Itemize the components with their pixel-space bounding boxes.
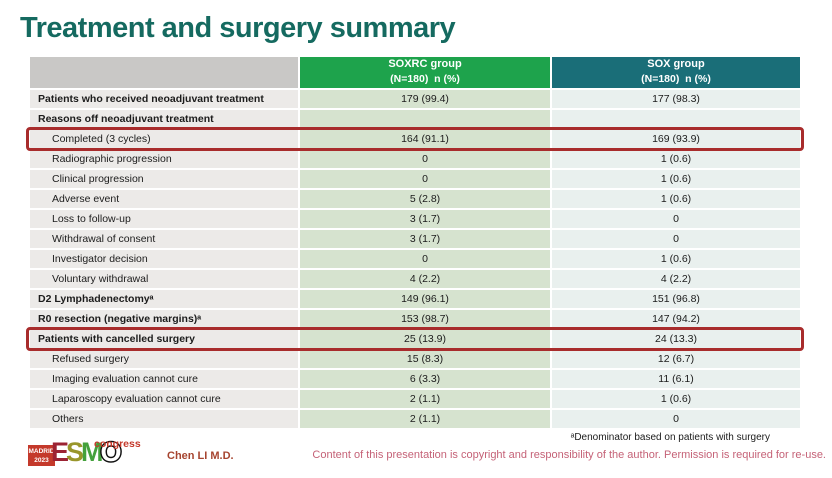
table-header-row: SOXRC group (N=180) n (%) SOX group (N=1… — [30, 57, 800, 88]
soxrc-value: 5 (2.8) — [300, 190, 550, 208]
table-row: Radiographic progression 0 1 (0.6) — [30, 150, 800, 168]
table-row: Loss to follow-up 3 (1.7) 0 — [30, 210, 800, 228]
sox-value: 147 (94.2) — [552, 310, 800, 328]
soxrc-value: 2 (1.1) — [300, 410, 550, 428]
soxrc-value: 3 (1.7) — [300, 210, 550, 228]
logo-letter-s: S — [66, 437, 84, 467]
table-row: Withdrawal of consent 3 (1.7) 0 — [30, 230, 800, 248]
row-label: Clinical progression — [30, 170, 298, 188]
row-label: Radiographic progression — [30, 150, 298, 168]
row-label: Others — [30, 410, 298, 428]
soxrc-group-subtitle: (N=180) n (%) — [390, 73, 460, 85]
row-label: Loss to follow-up — [30, 210, 298, 228]
table-row: Refused surgery 15 (8.3) 12 (6.7) — [30, 350, 800, 368]
soxrc-group-title: SOXRC group — [388, 58, 462, 70]
table-row: Completed (3 cycles) 164 (91.1) 169 (93.9) — [30, 130, 800, 148]
sox-value: 169 (93.9) — [552, 130, 800, 148]
sox-value: 4 (2.2) — [552, 270, 800, 288]
soxrc-value: 3 (1.7) — [300, 230, 550, 248]
sox-value: 12 (6.7) — [552, 350, 800, 368]
soxrc-value: 153 (98.7) — [300, 310, 550, 328]
soxrc-value: 164 (91.1) — [300, 130, 550, 148]
soxrc-value: 2 (1.1) — [300, 390, 550, 408]
sox-value: 1 (0.6) — [552, 170, 800, 188]
table-row: Adverse event 5 (2.8) 1 (0.6) — [30, 190, 800, 208]
row-label: Imaging evaluation cannot cure — [30, 370, 298, 388]
row-label: R0 resection (negative margins)ᵃ — [30, 310, 298, 328]
sox-value: 151 (96.8) — [552, 290, 800, 308]
table-row: Patients with cancelled surgery 25 (13.9)… — [30, 330, 800, 348]
row-label: Reasons off neoadjuvant treatment — [30, 110, 298, 128]
row-label: D2 Lymphadenectomyᵃ — [30, 290, 298, 308]
soxrc-value: 25 (13.9) — [300, 330, 550, 348]
soxrc-value: 0 — [300, 170, 550, 188]
logo-letter-m: M — [81, 437, 103, 467]
sox-group-title: SOX group — [647, 58, 705, 70]
row-label: Investigator decision — [30, 250, 298, 268]
esmo-letters: ESMO — [51, 437, 122, 468]
table-body: Patients who received neoadjuvant treatm… — [30, 90, 800, 428]
header-soxrc-group: SOXRC group (N=180) n (%) — [300, 57, 550, 88]
sox-value: 1 (0.6) — [552, 190, 800, 208]
row-label: Patients with cancelled surgery — [30, 330, 298, 348]
page-title: Treatment and surgery summary — [20, 12, 456, 44]
sox-value: 1 (0.6) — [552, 250, 800, 268]
sox-value: 0 — [552, 210, 800, 228]
table-row: Clinical progression 0 1 (0.6) — [30, 170, 800, 188]
copyright-notice: Content of this presentation is copyrigh… — [312, 449, 826, 461]
summary-table: SOXRC group (N=180) n (%) SOX group (N=1… — [26, 57, 804, 430]
row-label: Voluntary withdrawal — [30, 270, 298, 288]
sox-value: 0 — [552, 410, 800, 428]
logo-letter-e: E — [51, 437, 69, 467]
soxrc-value: 6 (3.3) — [300, 370, 550, 388]
sox-value: 1 (0.6) — [552, 150, 800, 168]
congress-label: congress — [94, 438, 141, 450]
badge-city: MADRID — [28, 448, 55, 455]
row-label: Patients who received neoadjuvant treatm… — [30, 90, 298, 108]
denominator-footnote: ᵃDenominator based on patients with surg… — [570, 432, 770, 443]
sox-value: 11 (6.1) — [552, 370, 800, 388]
esmo-congress-logo: MADRID 2023 ESMO congress — [28, 437, 141, 474]
row-label: Withdrawal of consent — [30, 230, 298, 248]
soxrc-value: 149 (96.1) — [300, 290, 550, 308]
table-row: Laparoscopy evaluation cannot cure 2 (1.1… — [30, 390, 800, 408]
soxrc-value: 179 (99.4) — [300, 90, 550, 108]
table-row: R0 resection (negative margins)ᵃ 153 (98.… — [30, 310, 800, 328]
soxrc-value: 0 — [300, 150, 550, 168]
header-empty-cell — [30, 57, 298, 88]
table-row: Others 2 (1.1) 0 — [30, 410, 800, 428]
row-label: Laparoscopy evaluation cannot cure — [30, 390, 298, 408]
row-label: Completed (3 cycles) — [30, 130, 298, 148]
row-label: Adverse event — [30, 190, 298, 208]
table-row: Imaging evaluation cannot cure 6 (3.3) 11 … — [30, 370, 800, 388]
sox-value: 24 (13.3) — [552, 330, 800, 348]
soxrc-value: 4 (2.2) — [300, 270, 550, 288]
badge-year: 2023 — [34, 457, 49, 464]
madrid-2023-badge: MADRID 2023 — [28, 445, 55, 466]
soxrc-value: 0 — [300, 250, 550, 268]
sox-value: 0 — [552, 230, 800, 248]
sox-group-subtitle: (N=180) n (%) — [641, 73, 711, 85]
table-row: Reasons off neoadjuvant treatment — [30, 110, 800, 128]
table-row: Voluntary withdrawal 4 (2.2) 4 (2.2) — [30, 270, 800, 288]
soxrc-value: 15 (8.3) — [300, 350, 550, 368]
table-row: D2 Lymphadenectomyᵃ 149 (96.1) 151 (96.8) — [30, 290, 800, 308]
logo-letter-o: O — [100, 437, 122, 467]
row-label: Refused surgery — [30, 350, 298, 368]
sox-value: 177 (98.3) — [552, 90, 800, 108]
soxrc-value — [300, 110, 550, 128]
sox-value — [552, 110, 800, 128]
presenter-name: Chen LI M.D. — [167, 450, 234, 462]
table-row: Investigator decision 0 1 (0.6) — [30, 250, 800, 268]
table-row: Patients who received neoadjuvant treatm… — [30, 90, 800, 108]
sox-value: 1 (0.6) — [552, 390, 800, 408]
header-sox-group: SOX group (N=180) n (%) — [552, 57, 800, 88]
